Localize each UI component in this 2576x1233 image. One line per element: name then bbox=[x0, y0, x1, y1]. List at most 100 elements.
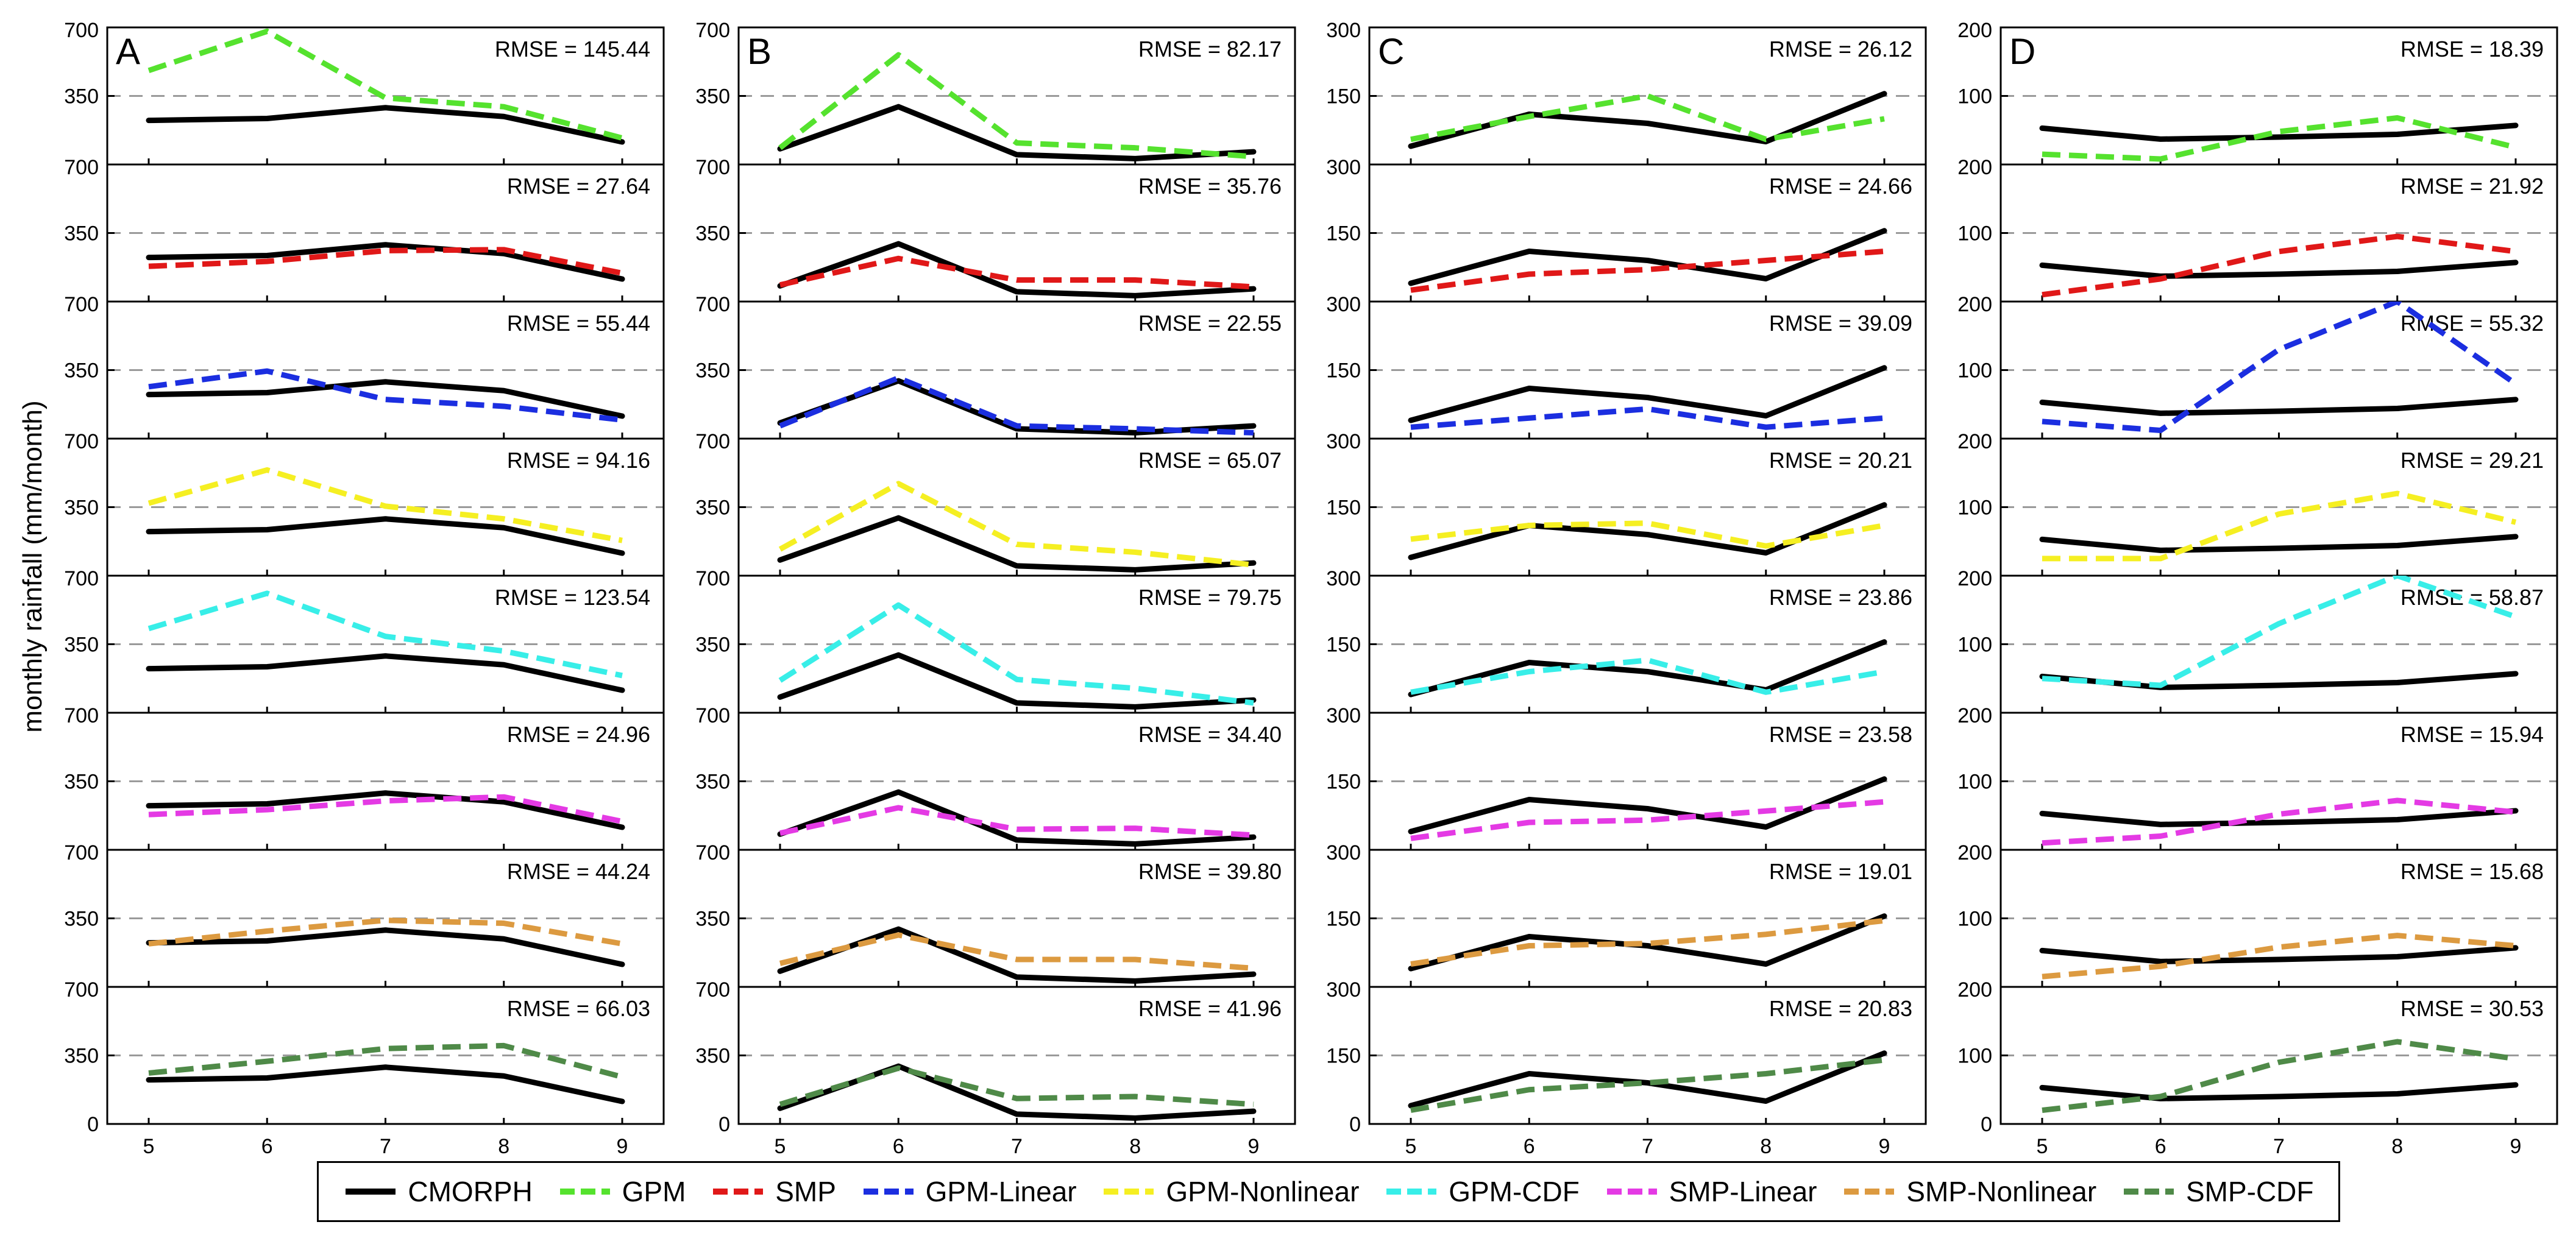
series-line-cmorph bbox=[1408, 913, 1887, 972]
rmse-label: RMSE = 20.21 bbox=[1769, 448, 1912, 473]
series-line-cmorph bbox=[2039, 808, 2519, 827]
series-lines bbox=[777, 1063, 1257, 1121]
legend-label: SMP-CDF bbox=[2185, 1176, 2314, 1207]
series-line-cmorph bbox=[2039, 534, 2519, 553]
rmse-label: RMSE = 65.07 bbox=[1138, 448, 1282, 473]
subplot: 700 350 RMSE = 24.96 bbox=[64, 704, 665, 851]
x-tick-label: 5 bbox=[2037, 1135, 2048, 1158]
rmse-label: RMSE = 94.16 bbox=[507, 448, 650, 473]
y-tick-label: 700 bbox=[64, 293, 99, 316]
y-tick-label: 150 bbox=[1326, 496, 1361, 520]
y-tick-label: 150 bbox=[1326, 222, 1361, 246]
x-tick-label: 5 bbox=[143, 1135, 155, 1158]
rmse-label: RMSE = 123.54 bbox=[495, 585, 650, 610]
series-lines bbox=[777, 375, 1257, 436]
series-line-smp-cdf bbox=[148, 1042, 623, 1080]
legend-item-smp-nonlinear: SMP-Nonlinear bbox=[1842, 1175, 2096, 1208]
subplot: 300 150 RMSE = 19.01 bbox=[1326, 841, 1927, 988]
series-lines bbox=[1408, 228, 1887, 293]
y-axis-label: monthly rainfall (mm/month) bbox=[18, 400, 48, 732]
x-tick-label: 6 bbox=[1524, 1135, 1535, 1158]
y-tick-label: 0 bbox=[719, 1113, 730, 1136]
legend-swatch bbox=[1844, 1189, 1895, 1195]
y-tick-label: 700 bbox=[695, 841, 730, 864]
series-line-cmorph bbox=[146, 653, 625, 693]
series-line-cmorph bbox=[777, 789, 1257, 847]
x-tick-label: 5 bbox=[775, 1135, 786, 1158]
y-tick-label: 100 bbox=[1957, 634, 1992, 657]
x-tick-label: 6 bbox=[2155, 1135, 2166, 1158]
y-tick-label: 150 bbox=[1326, 85, 1361, 108]
rmse-label: RMSE = 29.21 bbox=[2400, 448, 2544, 473]
y-tick-label: 700 bbox=[64, 978, 99, 1002]
subplot: 700 350 RMSE = 55.44 bbox=[64, 293, 665, 440]
subplot: 700 350 RMSE = 34.40 bbox=[695, 704, 1296, 851]
series-line-cmorph bbox=[146, 242, 625, 282]
legend-swatch bbox=[559, 1189, 610, 1195]
x-tick-label: 5 bbox=[1405, 1135, 1417, 1158]
rmse-label: RMSE = 20.83 bbox=[1769, 996, 1912, 1021]
series-line-smp-linear bbox=[779, 805, 1254, 838]
y-tick-label: 150 bbox=[1326, 359, 1361, 383]
series-lines bbox=[2039, 797, 2519, 846]
series-line-gpm-cdf bbox=[778, 602, 1254, 706]
x-tick-label: 7 bbox=[380, 1135, 391, 1158]
subplot: 700 350 RMSE = 44.24 bbox=[64, 841, 665, 988]
rmse-label: RMSE = 24.66 bbox=[1769, 174, 1912, 199]
series-lines bbox=[2039, 576, 2519, 690]
rmse-label: RMSE = 24.96 bbox=[507, 722, 650, 747]
subplot: 700 350 0 RMSE = 41.96 bbox=[695, 978, 1296, 1136]
rmse-label: RMSE = 22.55 bbox=[1138, 311, 1282, 336]
series-line-cmorph bbox=[1408, 639, 1887, 698]
y-tick-label: 700 bbox=[695, 430, 730, 453]
y-tick-label: 700 bbox=[695, 156, 730, 179]
series-line-cmorph bbox=[2039, 397, 2519, 416]
y-tick-label: 350 bbox=[695, 85, 730, 108]
rmse-label: RMSE = 41.96 bbox=[1138, 996, 1282, 1021]
series-lines bbox=[2039, 1039, 2519, 1113]
series-lines bbox=[146, 1042, 625, 1104]
y-tick-label: 350 bbox=[64, 222, 99, 246]
series-line-smp-linear bbox=[148, 794, 623, 824]
y-tick-label: 700 bbox=[64, 841, 99, 864]
series-line-cmorph bbox=[2039, 1082, 2519, 1101]
series-lines bbox=[1408, 1050, 1887, 1113]
series-line-cmorph bbox=[146, 516, 625, 556]
y-tick-label: 700 bbox=[695, 978, 730, 1002]
subplot: 700 350 RMSE = 123.54 bbox=[64, 567, 665, 714]
x-tick-label: 7 bbox=[2273, 1135, 2285, 1158]
series-lines bbox=[146, 917, 625, 967]
series-lines bbox=[777, 602, 1257, 710]
series-lines bbox=[1408, 365, 1887, 430]
series-lines bbox=[2039, 490, 2519, 562]
subplot: 200 100 RMSE = 21.92 bbox=[1957, 156, 2558, 303]
series-line-cmorph bbox=[2039, 260, 2519, 279]
x-tick-label: 9 bbox=[1248, 1135, 1260, 1158]
rmse-label: RMSE = 39.80 bbox=[1138, 859, 1282, 884]
y-tick-label: 350 bbox=[695, 359, 730, 383]
x-tick-label: 6 bbox=[893, 1135, 904, 1158]
subplot: 200 100 RMSE = 15.68 bbox=[1957, 841, 2558, 988]
subplot: 300 150 RMSE = 20.21 bbox=[1326, 430, 1927, 577]
subplot: 300 150 RMSE = 26.12 C bbox=[1326, 19, 1927, 166]
series-lines bbox=[2039, 302, 2519, 433]
series-lines bbox=[2039, 233, 2519, 298]
y-tick-label: 350 bbox=[695, 634, 730, 657]
series-line-smp-nonlinear bbox=[779, 932, 1254, 971]
legend-label: SMP bbox=[775, 1176, 836, 1207]
subplot: 200 100 RMSE = 29.21 bbox=[1957, 430, 2558, 577]
legend-label: GPM-Linear bbox=[925, 1176, 1077, 1207]
series-line-cmorph bbox=[2039, 122, 2519, 142]
series-lines bbox=[777, 481, 1257, 573]
rmse-label: RMSE = 23.86 bbox=[1769, 585, 1912, 610]
y-tick-label: 700 bbox=[695, 567, 730, 590]
y-tick-label: 700 bbox=[64, 430, 99, 453]
y-tick-label: 150 bbox=[1326, 771, 1361, 794]
rmse-label: RMSE = 35.76 bbox=[1138, 174, 1282, 199]
rmse-label: RMSE = 44.24 bbox=[507, 859, 650, 884]
series-line-gpm bbox=[147, 28, 623, 141]
legend-label: GPM-CDF bbox=[1449, 1176, 1580, 1207]
series-lines bbox=[146, 242, 625, 282]
rmse-label: RMSE = 55.32 bbox=[2400, 311, 2544, 336]
